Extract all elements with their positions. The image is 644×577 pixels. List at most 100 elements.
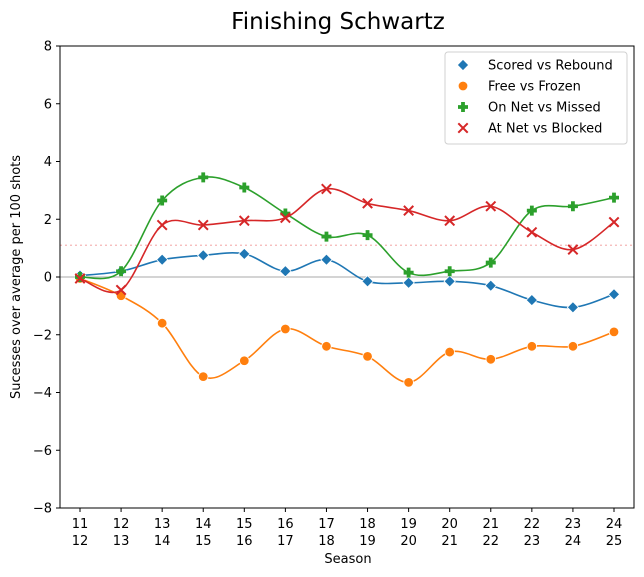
data-point-1-4 — [239, 355, 250, 366]
data-point-3-0 — [74, 273, 86, 284]
data-point-1-5 — [280, 323, 291, 335]
x-tick-label-top-11: 22 — [524, 517, 541, 532]
legend-label-0: Scored vs Rebound — [488, 59, 613, 74]
x-tick-label-bottom-7: 19 — [359, 534, 376, 549]
x-tick-label-top-4: 15 — [236, 517, 253, 532]
x-tick-label-top-6: 17 — [318, 517, 335, 532]
series-2 — [75, 172, 619, 282]
x-tick-label-top-7: 18 — [359, 517, 376, 532]
data-point-2-4 — [239, 182, 250, 193]
x-tick-label-bottom-10: 22 — [482, 534, 499, 549]
legend-label-3: At Net vs Blocked — [488, 122, 602, 137]
data-point-2-10 — [485, 257, 496, 268]
data-point-3-8 — [403, 205, 415, 217]
data-point-1-3 — [198, 371, 209, 382]
x-tick-label-top-1: 12 — [113, 517, 130, 532]
x-tick-label-bottom-1: 13 — [113, 534, 130, 549]
data-point-0-13 — [607, 288, 621, 301]
data-point-3-13 — [608, 216, 620, 228]
data-point-1-10 — [485, 354, 496, 365]
series-line-1 — [79, 277, 615, 384]
x-tick-label-top-10: 21 — [482, 517, 499, 532]
data-point-3-5 — [279, 212, 291, 224]
x-tick-label-top-3: 14 — [195, 517, 212, 532]
data-point-3-3 — [197, 219, 209, 231]
x-tick-label-bottom-8: 20 — [400, 534, 417, 549]
x-tick-label-top-9: 20 — [441, 517, 458, 532]
legend-entry-0: Scored vs Rebound — [456, 58, 613, 74]
series-3 — [74, 183, 620, 296]
data-point-3-2 — [156, 219, 168, 231]
data-point-2-2 — [157, 195, 168, 206]
y-tick-label-6: 4 — [44, 155, 52, 170]
data-point-2-3 — [198, 172, 209, 183]
data-point-0-8 — [402, 276, 415, 289]
x-tick-label-top-5: 16 — [277, 517, 294, 532]
legend: Scored vs Rebound Free vs Frozen On Net vs… — [444, 51, 628, 145]
data-point-0-2 — [155, 253, 169, 266]
data-point-3-9 — [444, 215, 456, 227]
y-tick-label-4: 0 — [44, 271, 52, 286]
legend-entry-2: On Net vs Missed — [458, 101, 601, 116]
x-tick-label-top-12: 23 — [565, 517, 582, 532]
data-point-0-12 — [566, 301, 580, 314]
data-point-0-11 — [525, 293, 539, 307]
data-point-1-2 — [156, 318, 168, 329]
legend-entry-1: Free vs Frozen — [457, 80, 581, 95]
y-tick-label-7: 6 — [44, 97, 52, 112]
y-tick-label-3: −2 — [33, 328, 52, 343]
data-point-2-7 — [362, 230, 373, 241]
plot-area — [60, 172, 634, 388]
series-0 — [73, 247, 621, 314]
data-point-0-9 — [443, 275, 456, 288]
data-point-2-12 — [567, 201, 578, 212]
x-tick-label-bottom-2: 14 — [154, 534, 171, 549]
x-tick-label-bottom-13: 25 — [606, 534, 623, 549]
x-tick-label-bottom-4: 16 — [236, 534, 253, 549]
x-tick-label-bottom-9: 21 — [441, 534, 458, 549]
data-point-0-10 — [484, 279, 497, 292]
data-point-3-11 — [526, 226, 538, 238]
data-point-2-6 — [321, 231, 332, 242]
data-point-1-13 — [608, 326, 620, 338]
data-point-1-11 — [526, 341, 538, 352]
y-tick-label-1: −6 — [33, 444, 52, 459]
data-point-2-5 — [280, 208, 291, 219]
legend-label-2: On Net vs Missed — [488, 101, 601, 116]
data-point-1-8 — [403, 377, 414, 388]
axes: −8−6−4−202468111212131314141515161617171… — [33, 40, 635, 549]
x-tick-label-top-2: 13 — [154, 517, 171, 532]
x-tick-label-top-8: 19 — [400, 517, 417, 532]
x-tick-label-bottom-0: 12 — [72, 534, 89, 549]
data-point-2-0 — [75, 272, 85, 282]
data-point-2-11 — [526, 205, 537, 216]
x-tick-label-bottom-5: 17 — [277, 534, 294, 549]
y-tick-label-0: −8 — [33, 502, 52, 517]
y-tick-label-2: −4 — [33, 386, 52, 401]
chart-title: Finishing Schwartz — [231, 9, 445, 35]
x-tick-label-bottom-12: 24 — [565, 534, 582, 549]
x-tick-label-bottom-6: 18 — [318, 534, 335, 549]
data-point-3-4 — [238, 215, 250, 227]
data-point-3-7 — [362, 197, 373, 209]
legend-label-1: Free vs Frozen — [488, 80, 581, 95]
data-point-1-6 — [321, 341, 332, 352]
data-point-1-7 — [362, 351, 373, 362]
data-point-2-9 — [444, 266, 455, 277]
y-axis-title: Sucesses over average per 100 shots — [9, 155, 24, 399]
x-axis-title: Season — [324, 552, 371, 567]
data-point-3-6 — [321, 183, 332, 195]
data-point-3-1 — [115, 284, 127, 296]
x-tick-label-bottom-3: 15 — [195, 534, 212, 549]
legend-box — [444, 51, 628, 145]
data-point-1-12 — [567, 341, 579, 352]
legend-entry-3: At Net vs Blocked — [457, 122, 602, 137]
series-1 — [74, 273, 620, 388]
legend-marker-2 — [458, 102, 468, 112]
data-point-2-8 — [403, 267, 414, 278]
legend-marker-3 — [457, 122, 469, 134]
data-point-1-9 — [444, 346, 455, 358]
data-point-0-4 — [238, 247, 251, 261]
legend-marker-0 — [456, 58, 470, 72]
